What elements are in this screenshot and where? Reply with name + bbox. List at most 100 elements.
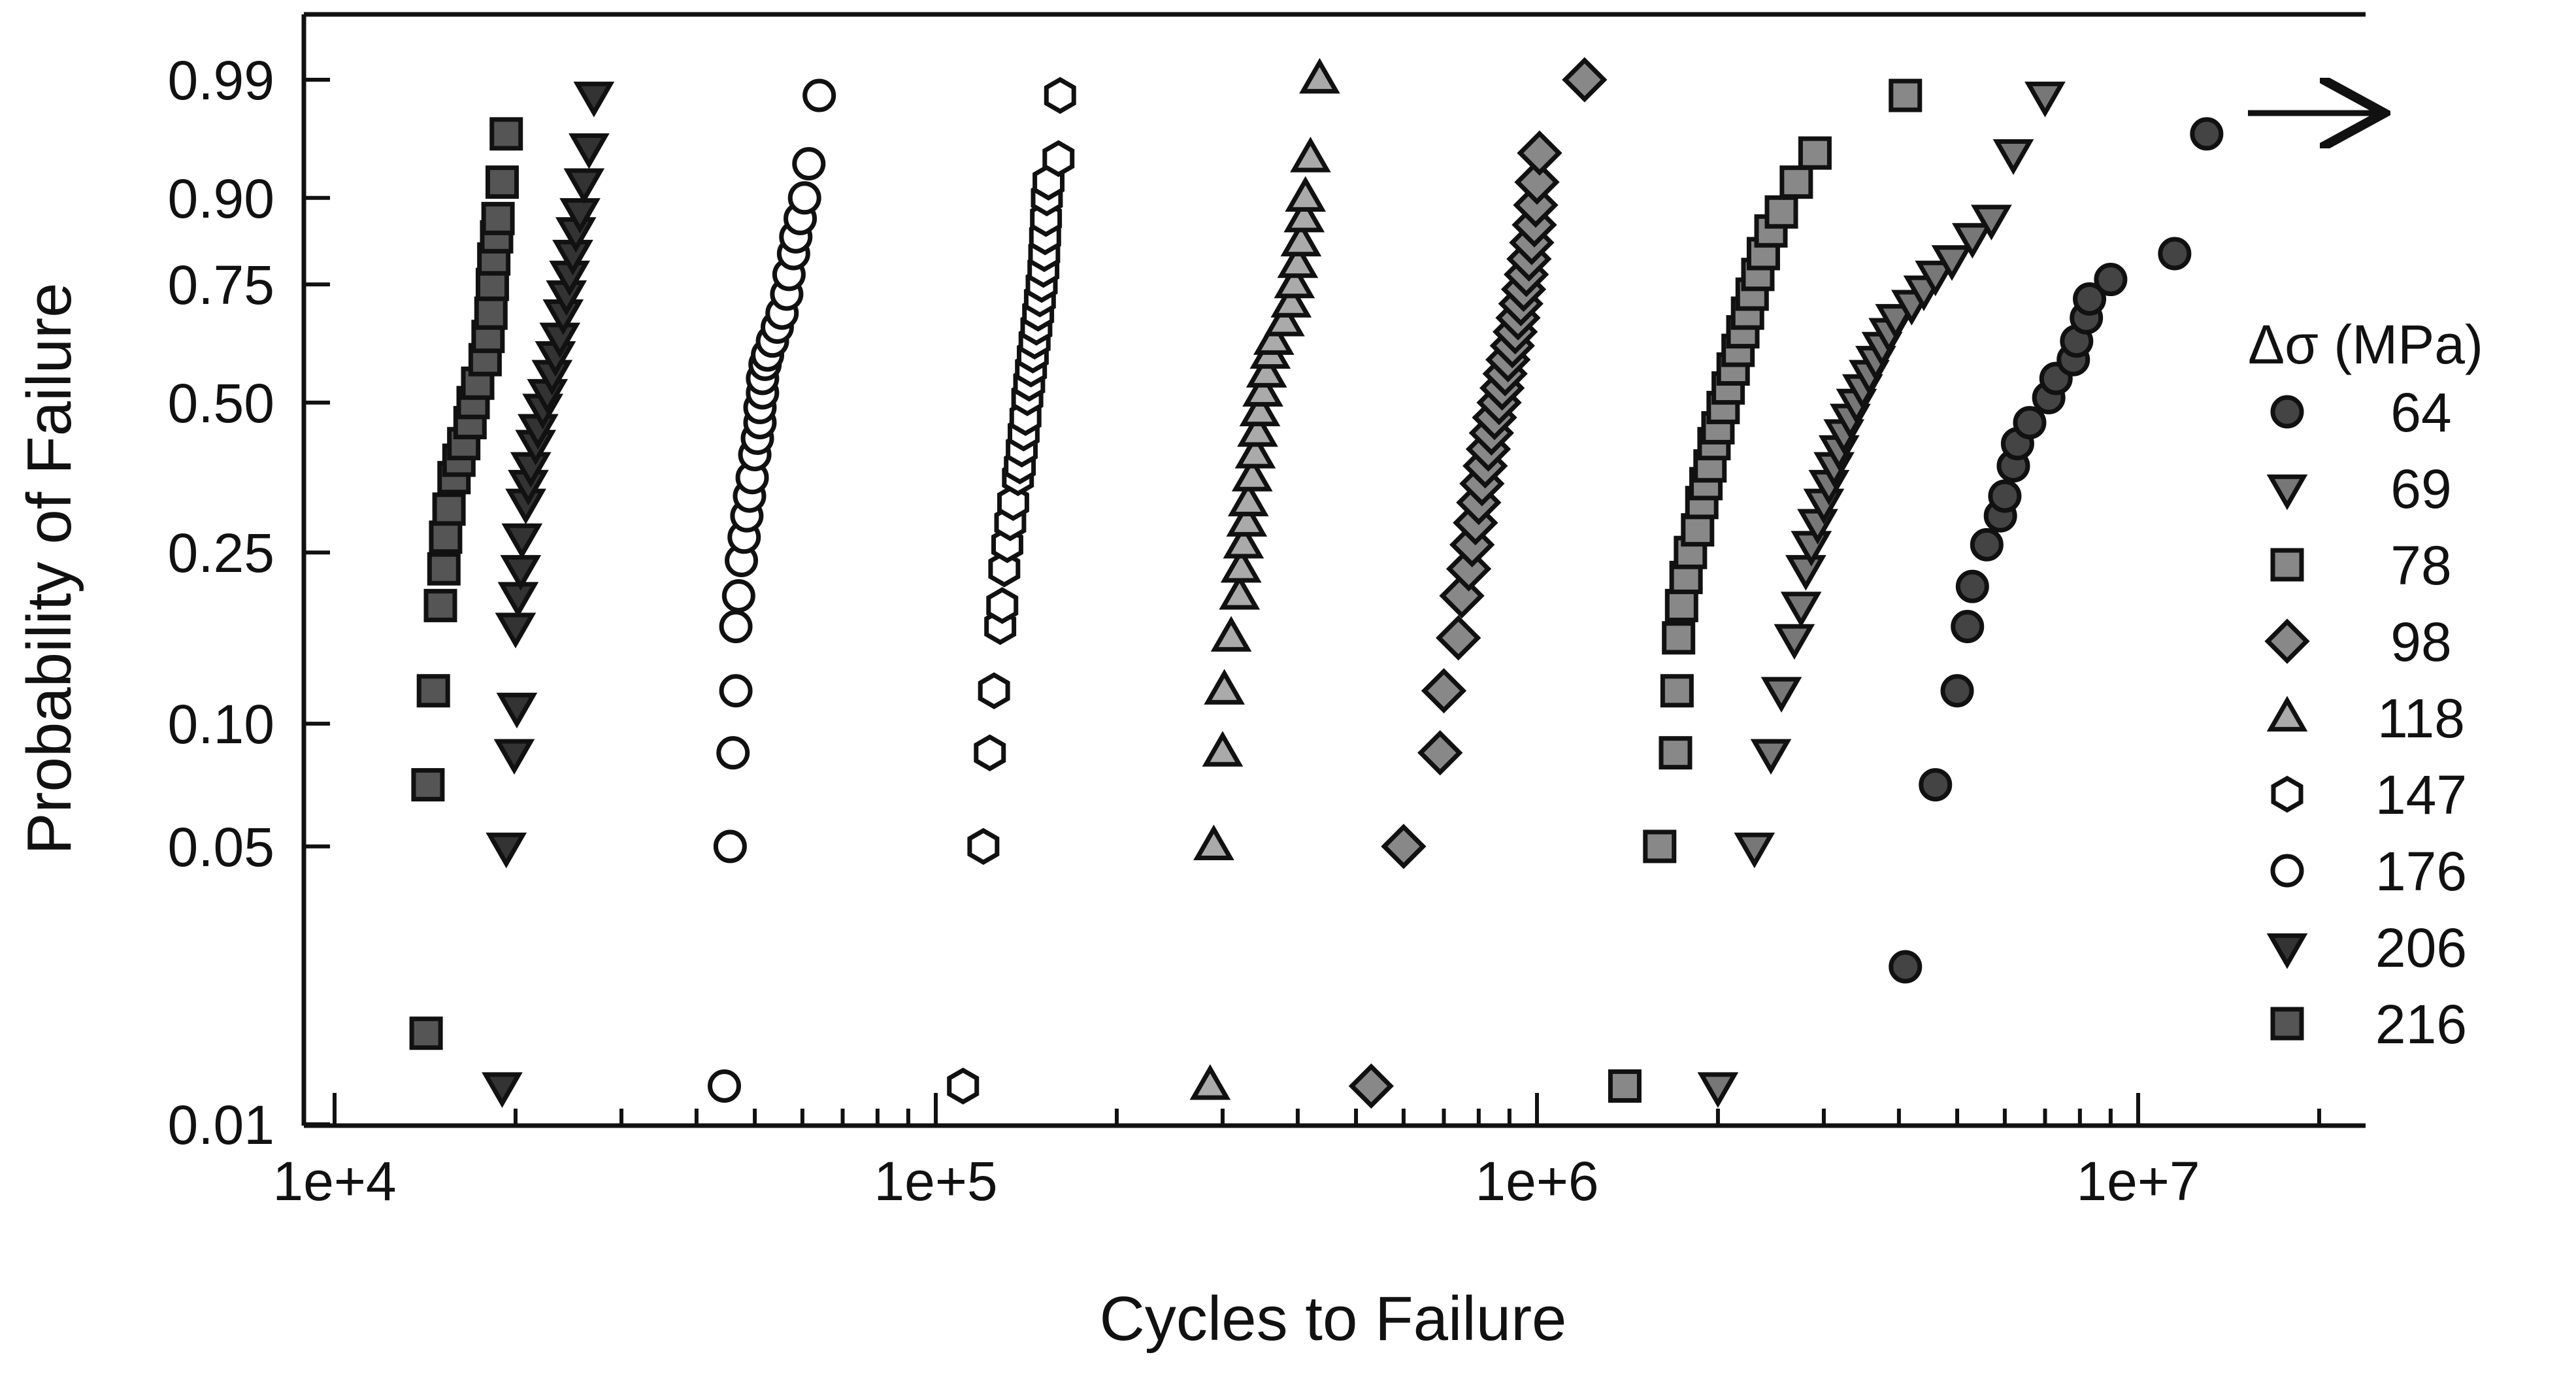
x-axis-title: Cycles to Failure: [1100, 1284, 1567, 1354]
data-point: [495, 612, 537, 648]
data-point: [1280, 220, 1322, 257]
series-216: [409, 117, 523, 1050]
data-point: [1290, 137, 1331, 173]
legend-item-98: 98: [2264, 611, 2452, 673]
data-point: [486, 832, 527, 869]
data-point: [1436, 615, 1481, 661]
data-point: [1660, 674, 1694, 708]
data-point: [569, 133, 610, 169]
data-point: [1417, 730, 1463, 776]
data-point: [1381, 824, 1427, 869]
data-point: [1760, 677, 1802, 713]
data-point: [1226, 501, 1268, 537]
data-point: [1042, 140, 1075, 177]
legend-item-206: 206: [2266, 917, 2467, 979]
data-point: [1681, 513, 1715, 547]
data-point: [409, 1016, 443, 1050]
legend-item-147: 147: [2271, 764, 2467, 826]
data-point: [1204, 669, 1245, 705]
legend-marker: [2271, 775, 2304, 813]
data-point: [1764, 195, 1798, 229]
data-point: [1189, 1064, 1231, 1100]
legend-label: 176: [2375, 841, 2467, 902]
data-point: [2158, 237, 2192, 271]
data-point: [411, 768, 445, 802]
series-118: [1189, 58, 1340, 1100]
data-point: [1223, 522, 1264, 559]
data-point: [493, 739, 535, 775]
legend-marker: [2266, 474, 2308, 511]
data-point: [1940, 674, 1974, 708]
legend-marker: [2264, 618, 2310, 664]
y-tick-label: 0.01: [168, 1094, 275, 1156]
data-point: [1734, 832, 1775, 869]
legend-label: 206: [2375, 917, 2467, 979]
data-point: [947, 1067, 980, 1105]
data-point: [802, 78, 836, 112]
data-point: [1798, 136, 1832, 170]
legend-item-69: 69: [2266, 458, 2452, 520]
y-axis-ticks: 0.01 0.05 0.10 0.25 0.50 0.75 0.90 0.99: [168, 50, 330, 1156]
data-point: [559, 198, 601, 234]
data-point: [1951, 609, 1985, 643]
y-tick-label: 0.90: [168, 168, 275, 229]
series-98: [1348, 57, 1608, 1109]
data-point: [1270, 282, 1312, 318]
data-point: [986, 587, 1019, 624]
data-point: [1348, 1063, 1394, 1109]
data-point: [707, 1069, 741, 1103]
data-point: [496, 692, 538, 729]
data-point: [1988, 479, 2022, 513]
data-point: [716, 736, 750, 770]
plot-frame: [301, 12, 2366, 1128]
legend: Δσ (MPa) 64 69 78 98 118 147 176 206 216: [2248, 314, 2483, 1055]
legend-label: 98: [2390, 611, 2451, 673]
data-point: [1242, 371, 1283, 407]
legend-item-216: 216: [2270, 994, 2467, 1055]
data-point: [1421, 668, 1467, 714]
data-point: [719, 674, 753, 708]
data-point: [1915, 260, 1957, 297]
legend-item-64: 64: [2270, 382, 2452, 443]
data-point: [1955, 569, 1989, 603]
legend-label: 216: [2375, 994, 2467, 1055]
y-axis-title: Probability of Failure: [14, 282, 84, 854]
data-point: [1253, 319, 1295, 355]
y-tick-label: 0.05: [168, 816, 275, 878]
data-point: [474, 296, 508, 330]
series-176: [707, 78, 836, 1103]
data-point: [1608, 1069, 1642, 1103]
y-tick-label: 0.99: [168, 50, 275, 111]
data-point: [427, 552, 461, 586]
legend-label: 64: [2390, 382, 2451, 443]
legend-label: 147: [2375, 764, 2467, 826]
data-point: [1774, 624, 1815, 660]
data-point: [485, 165, 519, 199]
legend-marker: [2266, 933, 2308, 969]
data-point: [1889, 78, 1923, 112]
data-point: [1951, 223, 1993, 259]
data-point: [501, 523, 543, 560]
data-point: [1562, 57, 1608, 103]
legend-marker: [2270, 548, 2304, 582]
y-tick-label: 0.10: [168, 694, 275, 755]
series-206: [482, 81, 615, 1108]
data-point: [1697, 1072, 1739, 1108]
series-147: [947, 76, 1076, 1105]
data-point: [2024, 81, 2066, 118]
data-point: [1202, 731, 1244, 767]
legend-item-78: 78: [2270, 535, 2452, 596]
data-point: [792, 147, 826, 181]
data-series: [409, 57, 2224, 1109]
data-point: [978, 672, 1010, 710]
y-tick-label: 0.75: [168, 254, 275, 316]
x-tick-label: 1e+4: [272, 1150, 396, 1212]
data-point: [416, 674, 450, 708]
legend-label: 69: [2390, 458, 2451, 520]
data-point: [1283, 196, 1325, 233]
legend-title: Δσ (MPa): [2248, 314, 2483, 375]
data-point: [482, 1072, 523, 1108]
series-78: [1608, 78, 1923, 1103]
data-point: [1785, 555, 1826, 591]
data-point: [1662, 621, 1696, 655]
